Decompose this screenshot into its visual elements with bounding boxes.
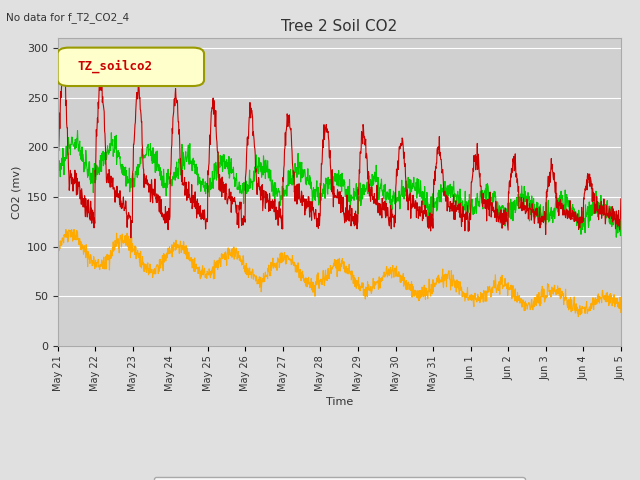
Tree2 -8cm — [374, 175, 382, 180]
Tree2 -8cm — [617, 224, 625, 229]
Line: Tree2 -4cm: Tree2 -4cm — [58, 229, 621, 317]
Tree2 -4cm — [98, 257, 106, 263]
Tree2 -2cm — [127, 235, 134, 240]
Tree2 -8cm — [612, 234, 620, 240]
Tree2 -4cm — [617, 310, 625, 315]
Tree2 -8cm — [54, 174, 61, 180]
Line: Tree2 -2cm: Tree2 -2cm — [58, 62, 621, 238]
Tree2 -8cm — [315, 202, 323, 208]
Tree2 -8cm — [305, 178, 312, 184]
Legend: Tree2 -2cm, Tree2 -4cm, Tree2 -8cm: Tree2 -2cm, Tree2 -4cm, Tree2 -8cm — [154, 477, 525, 480]
Title: Tree 2 Soil CO2: Tree 2 Soil CO2 — [281, 20, 397, 35]
Tree2 -8cm — [98, 168, 106, 174]
Line: Tree2 -8cm: Tree2 -8cm — [58, 131, 621, 237]
Text: No data for f_T2_CO2_4: No data for f_T2_CO2_4 — [6, 12, 129, 23]
Tree2 -4cm — [374, 287, 382, 292]
Tree2 -4cm — [305, 275, 312, 280]
Tree2 -2cm — [316, 211, 323, 216]
Tree2 -2cm — [60, 59, 67, 65]
Tree2 -4cm — [575, 314, 582, 320]
Tree2 -2cm — [98, 83, 106, 89]
Tree2 -4cm — [62, 227, 70, 232]
Tree2 -8cm — [120, 165, 128, 170]
Y-axis label: CO2 (mv): CO2 (mv) — [11, 165, 21, 219]
Tree2 -8cm — [293, 174, 301, 180]
Tree2 -2cm — [54, 176, 61, 181]
Tree2 -4cm — [54, 238, 61, 243]
Tree2 -8cm — [74, 128, 81, 133]
Tree2 -4cm — [120, 240, 128, 245]
X-axis label: Time: Time — [326, 397, 353, 407]
Tree2 -2cm — [375, 207, 383, 213]
Tree2 -4cm — [293, 269, 301, 275]
Tree2 -2cm — [294, 189, 301, 194]
Tree2 -2cm — [120, 207, 128, 213]
Tree2 -4cm — [315, 277, 323, 283]
Tree2 -2cm — [617, 196, 625, 202]
Tree2 -2cm — [305, 194, 313, 200]
FancyBboxPatch shape — [58, 48, 204, 86]
Text: TZ_soilco2: TZ_soilco2 — [77, 60, 152, 73]
